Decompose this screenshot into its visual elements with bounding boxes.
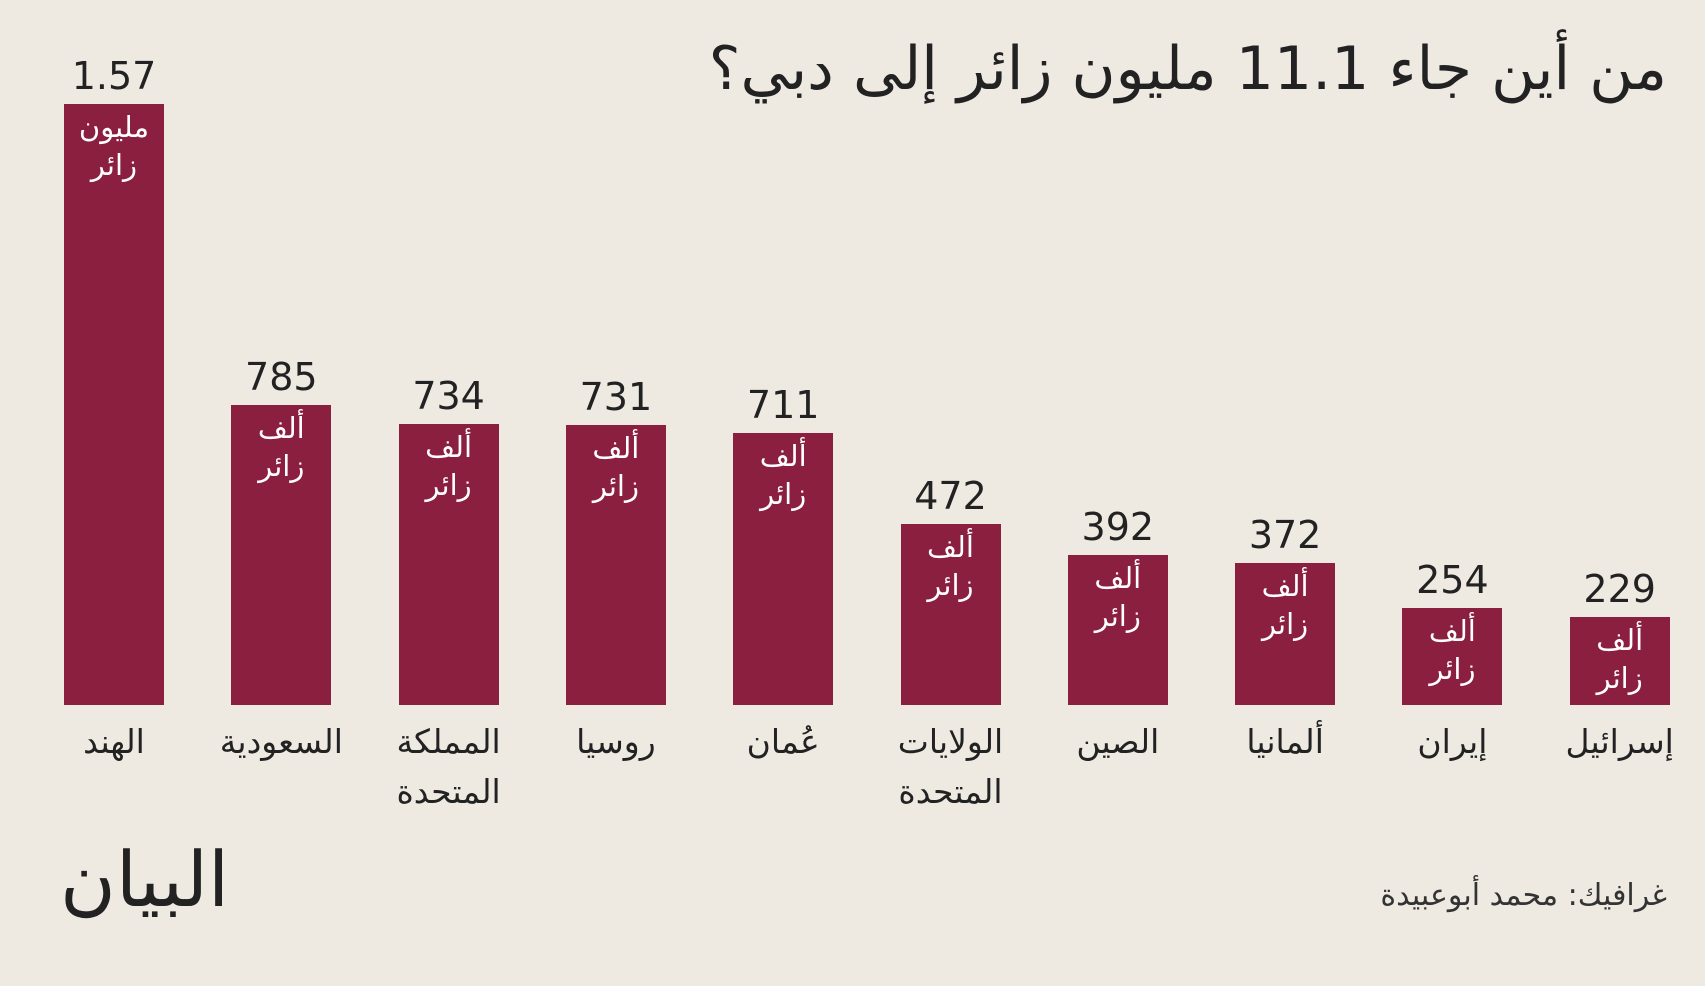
value-label: 472 — [914, 474, 987, 519]
x-tick-label: روسيا — [576, 722, 656, 761]
x-tick-label: الصين — [1076, 722, 1160, 761]
unit-label: ألف زائر — [425, 430, 473, 503]
value-label: 372 — [1248, 512, 1322, 557]
bar — [733, 432, 834, 705]
unit-label: ألف زائر — [1428, 613, 1476, 686]
unit-label: ألف زائر — [927, 530, 974, 603]
x-tick-label: المملكة المتحدة — [396, 722, 501, 811]
value-label: 734 — [412, 374, 485, 419]
bar — [1067, 554, 1168, 705]
unit-label: ألف زائر — [1261, 568, 1309, 641]
unit-label: ألف زائر — [1596, 623, 1644, 696]
unit-label: ألف زائر — [1094, 560, 1142, 633]
unit-label: ألف زائر — [592, 431, 640, 504]
value-label: 392 — [1081, 504, 1155, 549]
x-tick-label: الولايات المتحدة — [897, 722, 1004, 811]
bar — [1402, 607, 1503, 705]
unit-label: ألف زائر — [257, 410, 305, 483]
x-tick-label: إسرائيل — [1565, 722, 1674, 761]
bar — [900, 524, 1001, 705]
value-label: 229 — [1583, 567, 1656, 612]
unit-label: مليون زائر — [78, 110, 150, 182]
value-label: 785 — [245, 354, 318, 399]
bar — [565, 425, 666, 705]
x-tick-label: عُمان — [746, 722, 820, 761]
bar — [1235, 562, 1336, 705]
chart-title: من أين جاء 11.1 مليون زائر إلى دبي؟ — [708, 34, 1667, 104]
x-tick-label: الهند — [83, 722, 145, 761]
value-label: 711 — [746, 382, 820, 427]
credit: غرافيك: محمد أبوعبيدة — [1380, 878, 1667, 913]
bar — [231, 404, 332, 705]
bar — [398, 424, 499, 705]
x-tick-label: ألمانيا — [1246, 722, 1324, 761]
bar — [1569, 617, 1670, 705]
unit-label: ألف زائر — [759, 438, 807, 511]
logo: البيان — [60, 835, 230, 924]
x-tick-label: إيران — [1417, 722, 1488, 761]
value-label: 254 — [1416, 557, 1489, 602]
bar — [64, 104, 164, 705]
value-label: 731 — [579, 375, 653, 420]
value-label: 1.57 — [71, 54, 157, 98]
x-tick-label: السعودية — [219, 722, 343, 761]
